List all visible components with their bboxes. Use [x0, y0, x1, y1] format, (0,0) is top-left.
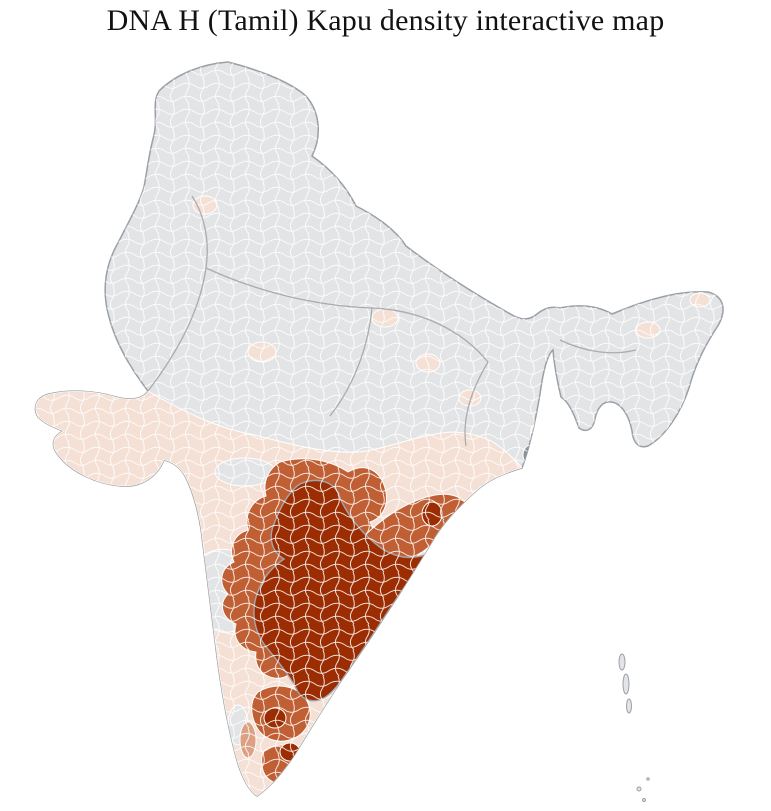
island[interactable]	[618, 653, 626, 671]
state-borders	[147, 195, 637, 447]
island[interactable]	[636, 786, 642, 792]
island[interactable]	[622, 673, 630, 695]
andaman-nicobar-islands[interactable]	[618, 653, 650, 802]
district-boundaries-overlay	[35, 62, 724, 796]
island[interactable]	[642, 798, 646, 802]
island[interactable]	[626, 698, 632, 714]
density-regions	[35, 62, 724, 796]
map-title: DNA H (Tamil) Kapu density interactive m…	[106, 4, 665, 37]
island[interactable]	[646, 777, 650, 781]
